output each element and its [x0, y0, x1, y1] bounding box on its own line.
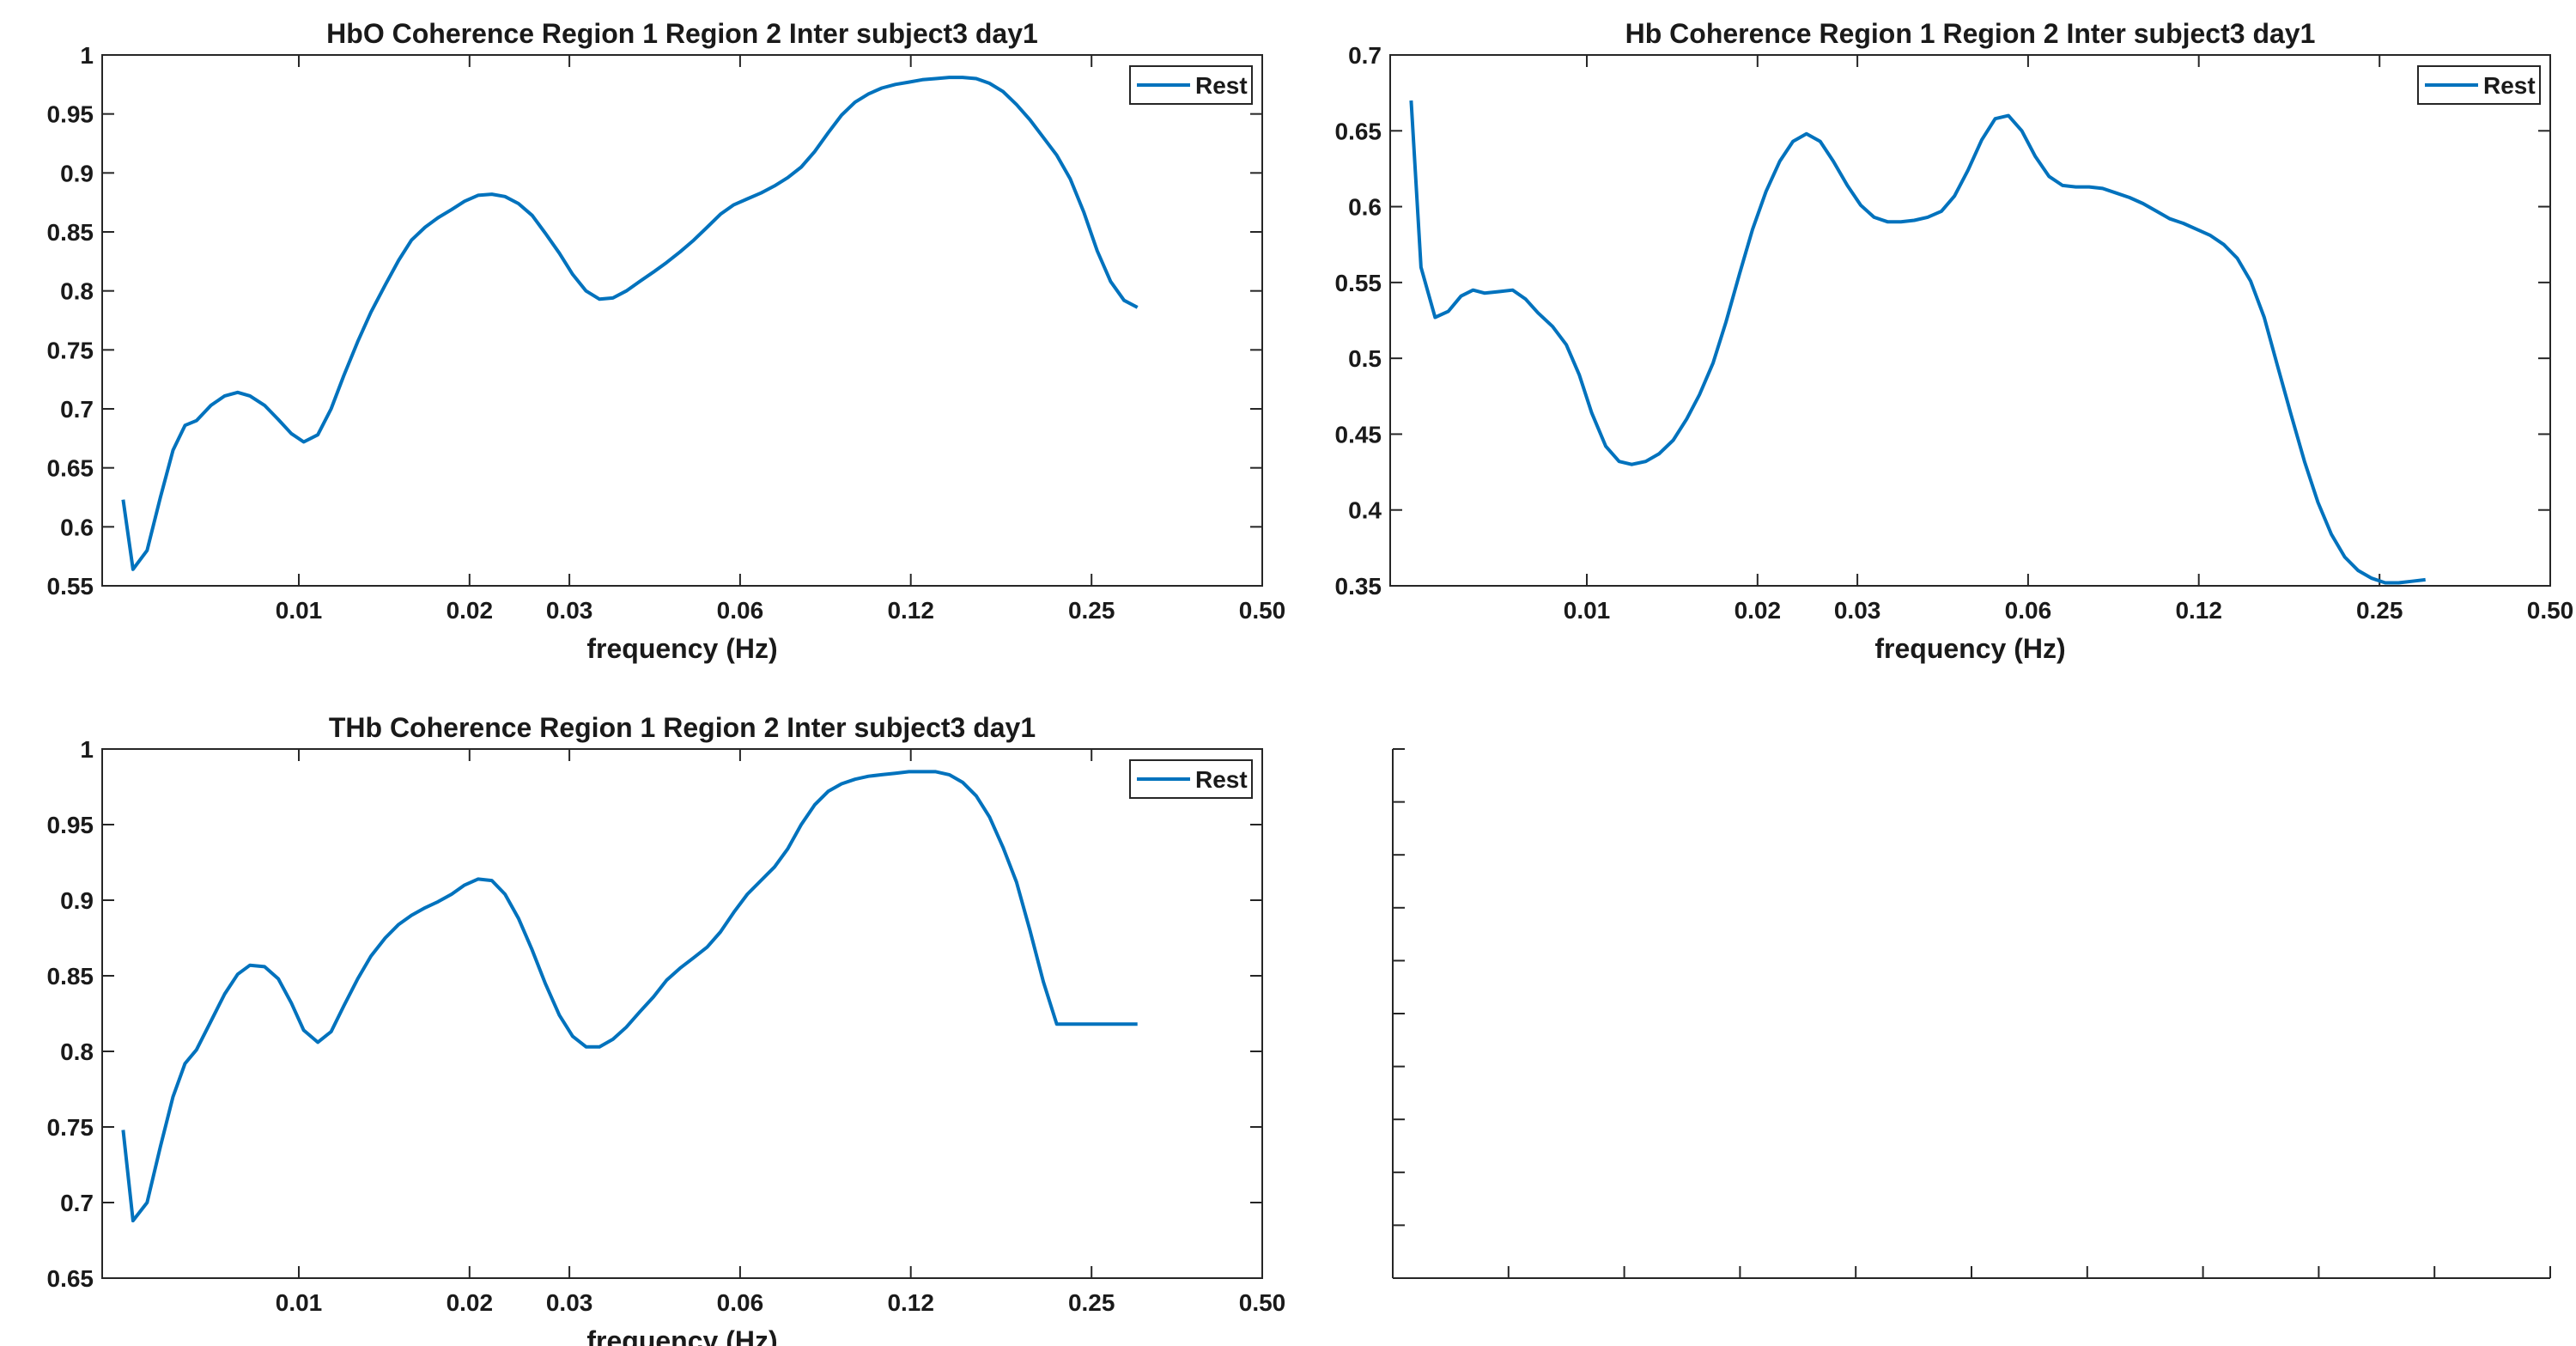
x-tick-label: 0.02	[447, 597, 494, 624]
plot-area	[1389, 54, 2551, 587]
y-tick-label: 0.55	[47, 573, 94, 600]
x-tick-label: 0.01	[1564, 597, 1611, 624]
chart-title: THb Coherence Region 1 Region 2 Inter su…	[329, 712, 1036, 743]
y-tick-label: 0.7	[60, 1190, 94, 1216]
x-tick-label: 0.06	[2005, 597, 2052, 624]
y-tick-label: 0.4	[1348, 497, 1382, 524]
empty-axes	[1392, 748, 2551, 1279]
y-tick-label: 0.85	[47, 219, 94, 246]
y-tick-label: 0.6	[60, 514, 94, 540]
y-tick-label: 0.6	[1348, 194, 1382, 221]
x-axis-label: frequency (Hz)	[586, 1325, 777, 1346]
x-tick-label: 0.01	[276, 597, 323, 624]
y-tick-label: 0.5	[1348, 345, 1382, 372]
x-axis-label: frequency (Hz)	[586, 633, 777, 664]
y-tick-label: 0.75	[47, 1114, 94, 1141]
y-tick-label: 0.7	[60, 396, 94, 423]
series-line-rest	[121, 770, 1138, 1223]
y-tick-label: 0.95	[47, 101, 94, 128]
x-tick-label: 0.03	[546, 597, 593, 624]
x-tick-label: 0.12	[2175, 597, 2222, 624]
chart-title: HbO Coherence Region 1 Region 2 Inter su…	[326, 18, 1038, 49]
x-tick-label: 0.12	[887, 597, 934, 624]
x-tick-label: 0.02	[447, 1289, 494, 1316]
y-tick-label: 0.55	[1335, 270, 1382, 296]
series-line-rest	[121, 76, 1139, 571]
y-tick-label: 0.85	[47, 963, 94, 990]
x-tick-label: 0.50	[1239, 1289, 1286, 1316]
legend: Rest	[2417, 65, 2541, 105]
x-axis-label: frequency (Hz)	[1874, 633, 2065, 664]
chart-title: Hb Coherence Region 1 Region 2 Inter sub…	[1625, 18, 2316, 49]
y-tick-label: 1	[80, 42, 94, 69]
chart-1: 0.55 0.6 0.65 0.7 0.75 0.8 0.85 0.9 0.95 1 0.01 0.0…	[47, 18, 1286, 664]
x-tick-label: 0.25	[1068, 1289, 1115, 1316]
y-tick-label: 0.7	[1348, 42, 1382, 69]
y-tick-label: 1	[80, 736, 94, 763]
y-tick-label: 0.95	[47, 812, 94, 838]
x-tick-label: 0.25	[1068, 597, 1115, 624]
y-tick-label: 0.65	[1335, 118, 1382, 144]
y-tick-label: 0.75	[47, 337, 94, 363]
x-tick-label: 0.06	[717, 1289, 764, 1316]
x-tick-label: 0.12	[887, 1289, 934, 1316]
x-tick-label: 0.01	[276, 1289, 323, 1316]
x-tick-label: 0.50	[1239, 597, 1286, 624]
legend-entry: Rest	[1195, 766, 1248, 793]
x-tick-label: 0.50	[2527, 597, 2574, 624]
chart-3: 0.65 0.7 0.75 0.8 0.85 0.9 0.95 1 0.01 0.02 0.03 0.…	[47, 712, 1286, 1346]
x-tick-label: 0.03	[546, 1289, 593, 1316]
chart-2: 0.35 0.4 0.45 0.5 0.55 0.6 0.65 0.7 0.01 0.02 0.03…	[1335, 18, 2574, 664]
plot-area	[101, 54, 1263, 587]
x-tick-label: 0.02	[1735, 597, 1782, 624]
series-line-rest	[1409, 100, 2426, 585]
y-tick-label: 0.9	[60, 160, 94, 186]
y-tick-label: 0.35	[1335, 573, 1382, 600]
legend: Rest	[1129, 759, 1253, 799]
y-tick-label: 0.8	[60, 1038, 94, 1065]
x-tick-label: 0.06	[717, 597, 764, 624]
y-tick-label: 0.65	[47, 455, 94, 482]
legend-entry: Rest	[1195, 72, 1248, 99]
x-tick-label: 0.03	[1834, 597, 1881, 624]
y-tick-label: 0.45	[1335, 421, 1382, 448]
y-tick-label: 0.9	[60, 887, 94, 914]
y-tick-label: 0.8	[60, 278, 94, 305]
y-tick-label: 0.65	[47, 1265, 94, 1292]
legend: Rest	[1129, 65, 1253, 105]
x-tick-label: 0.25	[2356, 597, 2403, 624]
legend-entry: Rest	[2483, 72, 2536, 99]
plot-area	[101, 748, 1263, 1279]
